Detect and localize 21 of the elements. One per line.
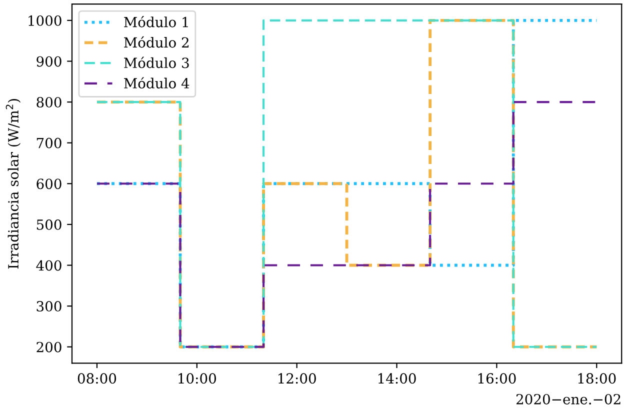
legend-label: Módulo 3 [124,56,189,68]
x-tick-label: 16:00 [478,373,516,384]
x-tick-label: 10:00 [178,373,216,384]
x-tick-label: 12:00 [278,373,316,384]
y-tick-label: 900 [36,56,62,67]
x-tick-label: 18:00 [578,373,616,384]
y-tick-label: 600 [36,178,62,190]
y-tick-label: 800 [36,96,62,108]
x-tick-label: 14:00 [378,373,416,384]
y-tick-label: 1000 [28,15,62,26]
y-tick-label: 700 [36,138,62,148]
legend-label: Módulo 1 [124,16,188,28]
y-axis-title: Irradiancia solar (W/m$^{2}$) [6,99,21,269]
legend-label: Módulo 4 [124,77,190,88]
y-tick-label: 200 [36,342,62,352]
y-tick-label: 300 [36,301,62,312]
y-tick-label: 500 [36,219,62,230]
y-tick-label: 400 [36,260,62,271]
legend-label: Módulo 2 [124,36,188,48]
text: 2020−ene.−02 [516,394,620,404]
x-tick-label: 08:00 [78,373,116,384]
